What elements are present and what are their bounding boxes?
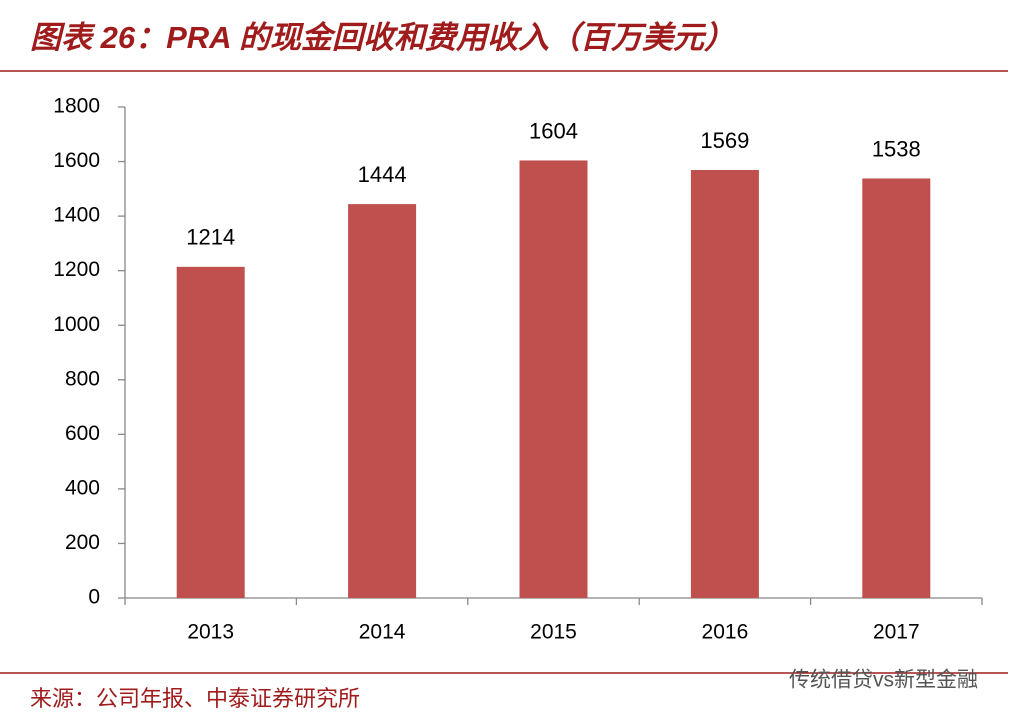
y-tick-label: 1200	[53, 258, 100, 281]
y-tick-label: 1000	[53, 313, 100, 336]
bar	[348, 204, 417, 598]
x-tick-label: 2014	[359, 621, 406, 644]
watermark: 传统借贷vs新型金融	[789, 669, 978, 692]
value-label: 1604	[529, 118, 578, 143]
value-label: 1444	[358, 162, 407, 187]
chart-title: 图表 26：PRA 的现金回收和费用收入（百万美元）	[30, 20, 735, 55]
x-tick-label: 2016	[702, 621, 749, 644]
y-tick-label: 400	[65, 476, 100, 499]
bar	[176, 266, 245, 598]
value-label: 1569	[700, 128, 749, 153]
y-tick-label: 200	[65, 531, 100, 554]
x-tick-label: 2013	[187, 621, 234, 644]
bar	[519, 160, 588, 598]
y-tick-label: 1400	[53, 204, 100, 227]
y-tick-label: 800	[65, 367, 100, 390]
y-tick-label: 0	[88, 586, 100, 609]
bar	[690, 170, 759, 599]
y-tick-label: 1800	[53, 95, 100, 118]
y-tick-label: 1600	[53, 149, 100, 172]
source-note: 来源：公司年报、中泰证券研究所	[30, 687, 360, 712]
x-tick-label: 2017	[873, 621, 920, 644]
y-tick-label: 600	[65, 422, 100, 445]
value-label: 1538	[872, 136, 921, 161]
bar	[862, 178, 931, 598]
x-tick-label: 2015	[530, 621, 577, 644]
value-label: 1214	[186, 225, 235, 250]
